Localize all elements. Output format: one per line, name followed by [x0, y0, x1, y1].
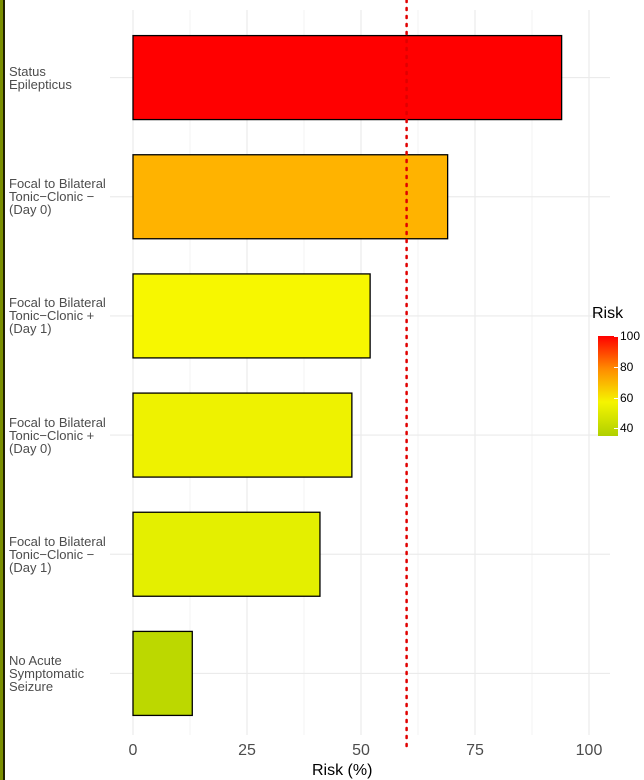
- legend-colorbar: [598, 336, 618, 436]
- category-label-line: Tonic−Clonic +: [9, 427, 95, 443]
- legend-tick-mark: [614, 397, 618, 399]
- category-label-line: (Day 0): [9, 440, 52, 456]
- category-label-line: Focal to Bilateral: [9, 533, 106, 549]
- legend-tick-label: 60: [620, 390, 634, 405]
- bar: [132, 34, 563, 121]
- category-label-line: Focal to Bilateral: [9, 414, 106, 430]
- left-border-dark: [3, 0, 5, 780]
- x-tick-label: 75: [466, 742, 484, 759]
- bar: [132, 273, 371, 359]
- legend-tick-mark: [614, 366, 618, 368]
- category-label-line: Tonic−Clonic −: [9, 546, 95, 562]
- category-label-line: (Day 0): [9, 202, 52, 218]
- category-label-line: Epilepticus: [9, 76, 72, 92]
- category-label-line: (Day 1): [9, 559, 52, 575]
- category-label-line: Tonic−Clonic +: [9, 308, 95, 324]
- category-label-line: Symptomatic: [9, 665, 85, 681]
- category-label: Focal to Bilateral Tonic−Clonic − (Day 0): [9, 177, 129, 216]
- category-label: Focal to Bilateral Tonic−Clonic + (Day 1): [9, 296, 129, 335]
- category-label: Status Epilepticus: [9, 65, 129, 91]
- category-label-line: Focal to Bilateral: [9, 176, 106, 192]
- x-tick-label: 50: [352, 742, 370, 759]
- x-tick-label: 0: [128, 742, 138, 759]
- left-border: [0, 0, 3, 780]
- category-label: Focal to Bilateral Tonic−Clonic + (Day 0): [9, 416, 129, 455]
- legend-tick-mark: [614, 336, 618, 337]
- legend-tick-label: 80: [620, 359, 634, 374]
- bar: [132, 392, 353, 478]
- bar: [132, 511, 321, 597]
- legend-title: Risk: [592, 305, 624, 322]
- category-label-line: Tonic−Clonic −: [9, 189, 95, 205]
- category-label-line: Status: [9, 63, 46, 79]
- category-label: Focal to Bilateral Tonic−Clonic − (Day 1): [9, 535, 129, 574]
- legend-tick-mark: [614, 428, 618, 430]
- category-label: No Acute Symptomatic Seizure: [9, 654, 129, 693]
- category-label-line: Focal to Bilateral: [9, 295, 106, 311]
- x-tick-label: 25: [238, 742, 256, 759]
- category-label-line: No Acute: [9, 652, 62, 668]
- category-label-line: Seizure: [9, 678, 54, 694]
- legend-tick-label: 40: [620, 421, 634, 436]
- bar: [132, 630, 193, 717]
- legend-tick-label: 100: [620, 329, 641, 343]
- bar: [132, 154, 449, 240]
- category-label-line: (Day 1): [9, 321, 52, 337]
- x-axis-label: Risk (%): [312, 762, 373, 779]
- x-tick-label: 100: [575, 742, 603, 759]
